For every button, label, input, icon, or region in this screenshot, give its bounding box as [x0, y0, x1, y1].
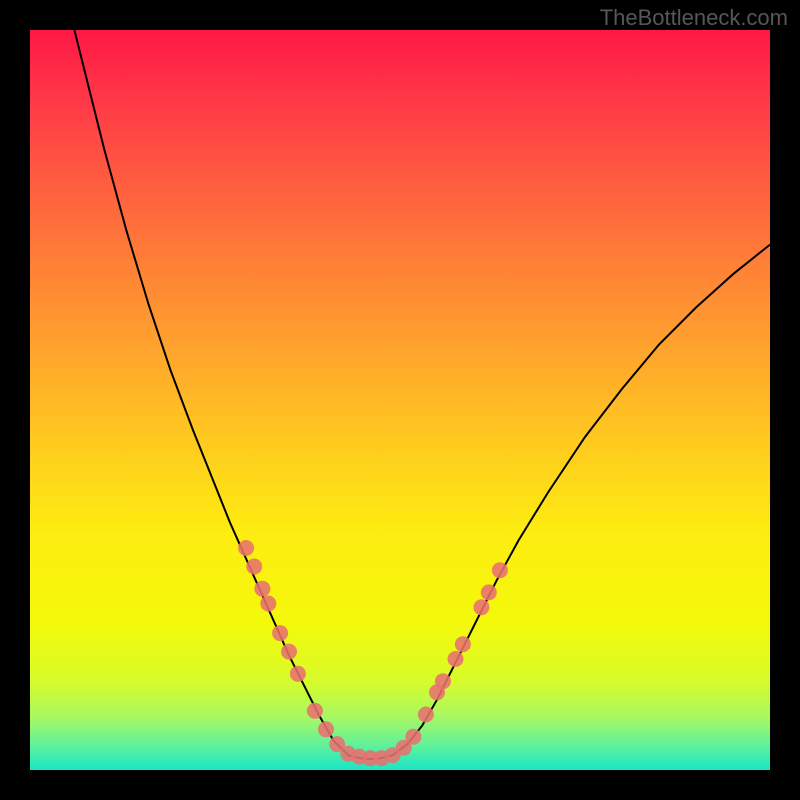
scatter-point: [318, 721, 334, 737]
scatter-point: [418, 707, 434, 723]
chart-frame: TheBottleneck.com: [0, 0, 800, 800]
gradient-background: [30, 30, 770, 770]
scatter-point: [455, 636, 471, 652]
scatter-point: [405, 729, 421, 745]
scatter-point: [260, 596, 276, 612]
scatter-point: [481, 584, 497, 600]
scatter-point: [435, 673, 451, 689]
scatter-point: [473, 599, 489, 615]
scatter-point: [238, 540, 254, 556]
plot-svg: [30, 30, 770, 770]
scatter-point: [492, 562, 508, 578]
scatter-point: [281, 644, 297, 660]
plot-area: [30, 30, 770, 770]
scatter-point: [272, 625, 288, 641]
scatter-point: [246, 559, 262, 575]
watermark-text: TheBottleneck.com: [600, 5, 788, 31]
scatter-point: [254, 581, 270, 597]
scatter-point: [290, 666, 306, 682]
scatter-point: [307, 703, 323, 719]
scatter-point: [448, 651, 464, 667]
